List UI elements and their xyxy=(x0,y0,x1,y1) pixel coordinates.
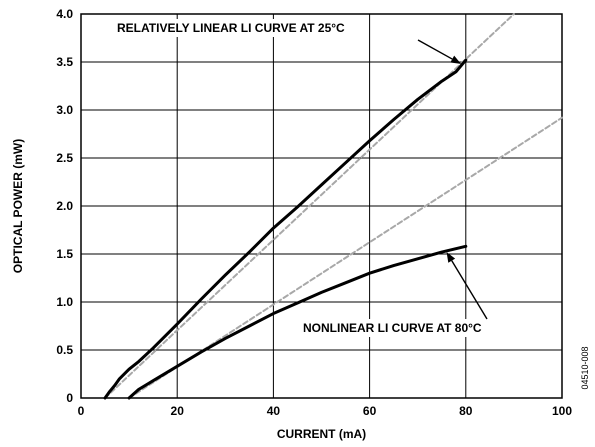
x-axis-title: CURRENT (mA) xyxy=(277,427,366,441)
y-tick-label: 2.5 xyxy=(56,151,73,165)
li-curve-line xyxy=(127,244,468,400)
annotation-25c-arrowhead xyxy=(450,55,461,64)
x-tick-label: 60 xyxy=(363,404,377,418)
y-tick-label: 0 xyxy=(66,391,73,405)
li-curve-line xyxy=(103,58,468,400)
annotations: RELATIVELY LINEAR LI CURVE AT 25°C NONLI… xyxy=(113,19,488,337)
y-tick-label: 0.5 xyxy=(56,343,73,357)
y-tick-label: 3.0 xyxy=(56,103,73,117)
y-tick-label: 2.0 xyxy=(56,199,73,213)
x-tick-label: 80 xyxy=(459,404,473,418)
annotation-80c-arrow xyxy=(451,260,488,320)
plot-frame xyxy=(80,13,563,399)
annotation-25c-arrow xyxy=(417,39,453,60)
x-tick-label: 20 xyxy=(171,404,185,418)
x-tick-label: 0 xyxy=(78,404,85,418)
y-tick-label: 4.0 xyxy=(56,7,73,21)
annotation-80c: NONLINEAR LI CURVE AT 80°C xyxy=(303,321,482,335)
grid xyxy=(81,14,562,398)
x-tick-label: 40 xyxy=(267,404,281,418)
y-tick-label: 3.5 xyxy=(56,55,73,69)
tick-labels: 0 20 40 60 80 100 0 0.5 1.0 1.5 2.0 2.5 3.0 3.5 4.0 xyxy=(56,7,572,418)
figure-id: 04510-008 xyxy=(580,346,590,389)
annotation-25c: RELATIVELY LINEAR LI CURVE AT 25°C xyxy=(117,21,345,35)
y-axis-title: OPTICAL POWER (mW) xyxy=(11,139,25,273)
y-tick-label: 1.5 xyxy=(56,247,73,261)
y-tick-label: 1.0 xyxy=(56,295,73,309)
annotation-80c-arrowhead xyxy=(446,252,456,263)
series-layer xyxy=(103,13,563,400)
annotation-80c-background xyxy=(299,319,486,337)
annotation-25c-background xyxy=(113,19,350,37)
x-tick-label: 100 xyxy=(552,404,572,418)
